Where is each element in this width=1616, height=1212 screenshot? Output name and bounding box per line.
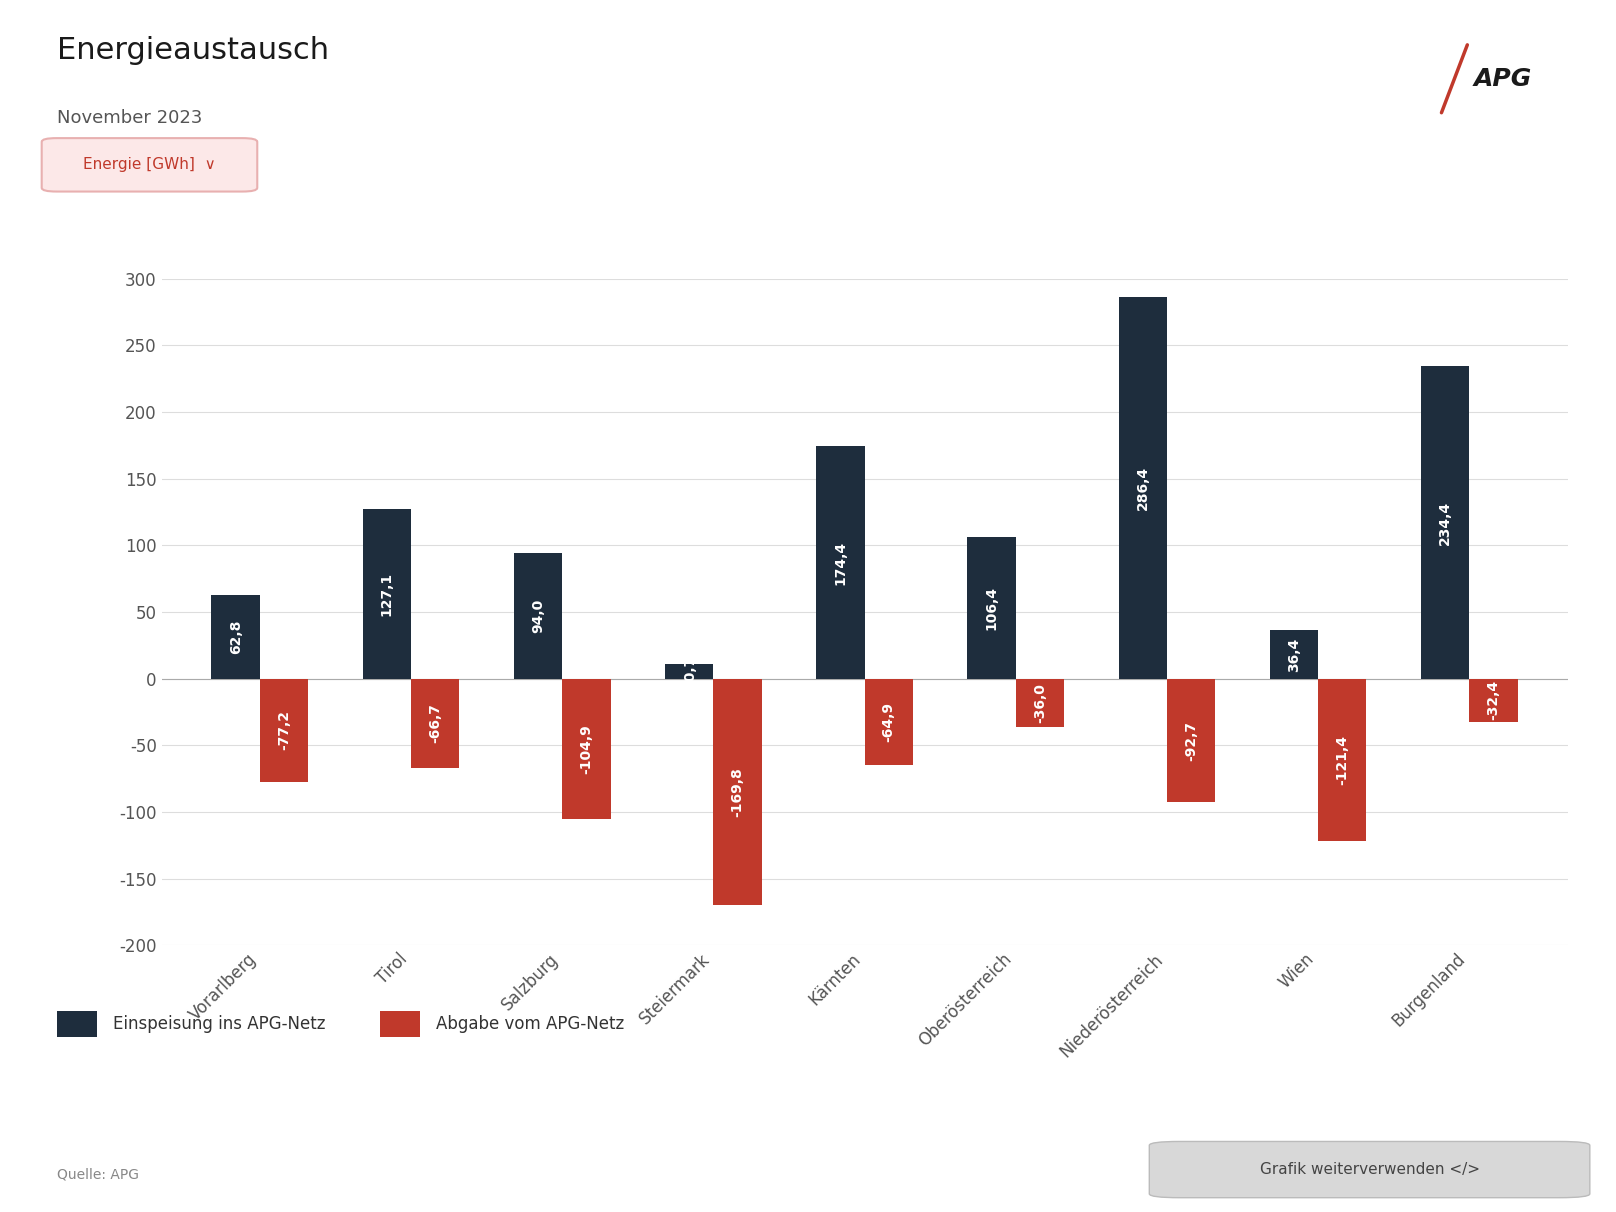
Bar (816, 446, 865, 679)
Text: -169,8: -169,8 (730, 767, 745, 817)
Text: Quelle: APG: Quelle: APG (57, 1167, 139, 1182)
Bar (562, 679, 611, 818)
Bar (212, 595, 260, 679)
Text: 174,4: 174,4 (834, 541, 847, 584)
Text: November 2023: November 2023 (57, 109, 202, 127)
Bar (1270, 630, 1319, 679)
Text: 127,1: 127,1 (380, 572, 394, 616)
Text: Energie [GWh]  ∨: Energie [GWh] ∨ (82, 158, 217, 172)
Bar (1420, 366, 1469, 679)
Bar (1016, 679, 1063, 727)
Text: 62,8: 62,8 (229, 619, 242, 654)
Bar (1469, 679, 1517, 722)
Bar (514, 554, 562, 679)
Text: 286,4: 286,4 (1136, 465, 1149, 510)
Text: APG: APG (1474, 67, 1532, 91)
Bar (666, 664, 713, 679)
Bar (260, 679, 309, 782)
Bar (1118, 297, 1167, 679)
Bar (1319, 679, 1367, 841)
Bar (713, 679, 761, 905)
Bar (410, 679, 459, 767)
Text: Abgabe vom APG-Netz: Abgabe vom APG-Netz (436, 1016, 624, 1033)
Text: -66,7: -66,7 (428, 703, 443, 743)
Bar (362, 509, 410, 679)
Text: Grafik weiterverwenden </>: Grafik weiterverwenden </> (1259, 1162, 1480, 1177)
Text: Einspeisung ins APG-Netz: Einspeisung ins APG-Netz (113, 1016, 325, 1033)
Text: -92,7: -92,7 (1185, 720, 1197, 760)
Text: 94,0: 94,0 (532, 599, 545, 633)
Text: -64,9: -64,9 (882, 702, 895, 742)
FancyBboxPatch shape (1149, 1142, 1590, 1197)
Text: 10,7: 10,7 (682, 654, 696, 688)
Text: Energieaustausch: Energieaustausch (57, 36, 328, 65)
Text: -77,2: -77,2 (276, 710, 291, 750)
Text: 106,4: 106,4 (984, 585, 999, 630)
FancyBboxPatch shape (42, 138, 257, 191)
Text: -104,9: -104,9 (580, 724, 593, 773)
Text: -32,4: -32,4 (1487, 680, 1500, 720)
Text: -36,0: -36,0 (1033, 682, 1047, 722)
Bar (968, 537, 1016, 679)
Text: -121,4: -121,4 (1335, 734, 1349, 784)
Bar (865, 679, 913, 765)
Text: 36,4: 36,4 (1286, 638, 1301, 671)
Text: 234,4: 234,4 (1438, 501, 1453, 544)
Bar (1167, 679, 1215, 802)
